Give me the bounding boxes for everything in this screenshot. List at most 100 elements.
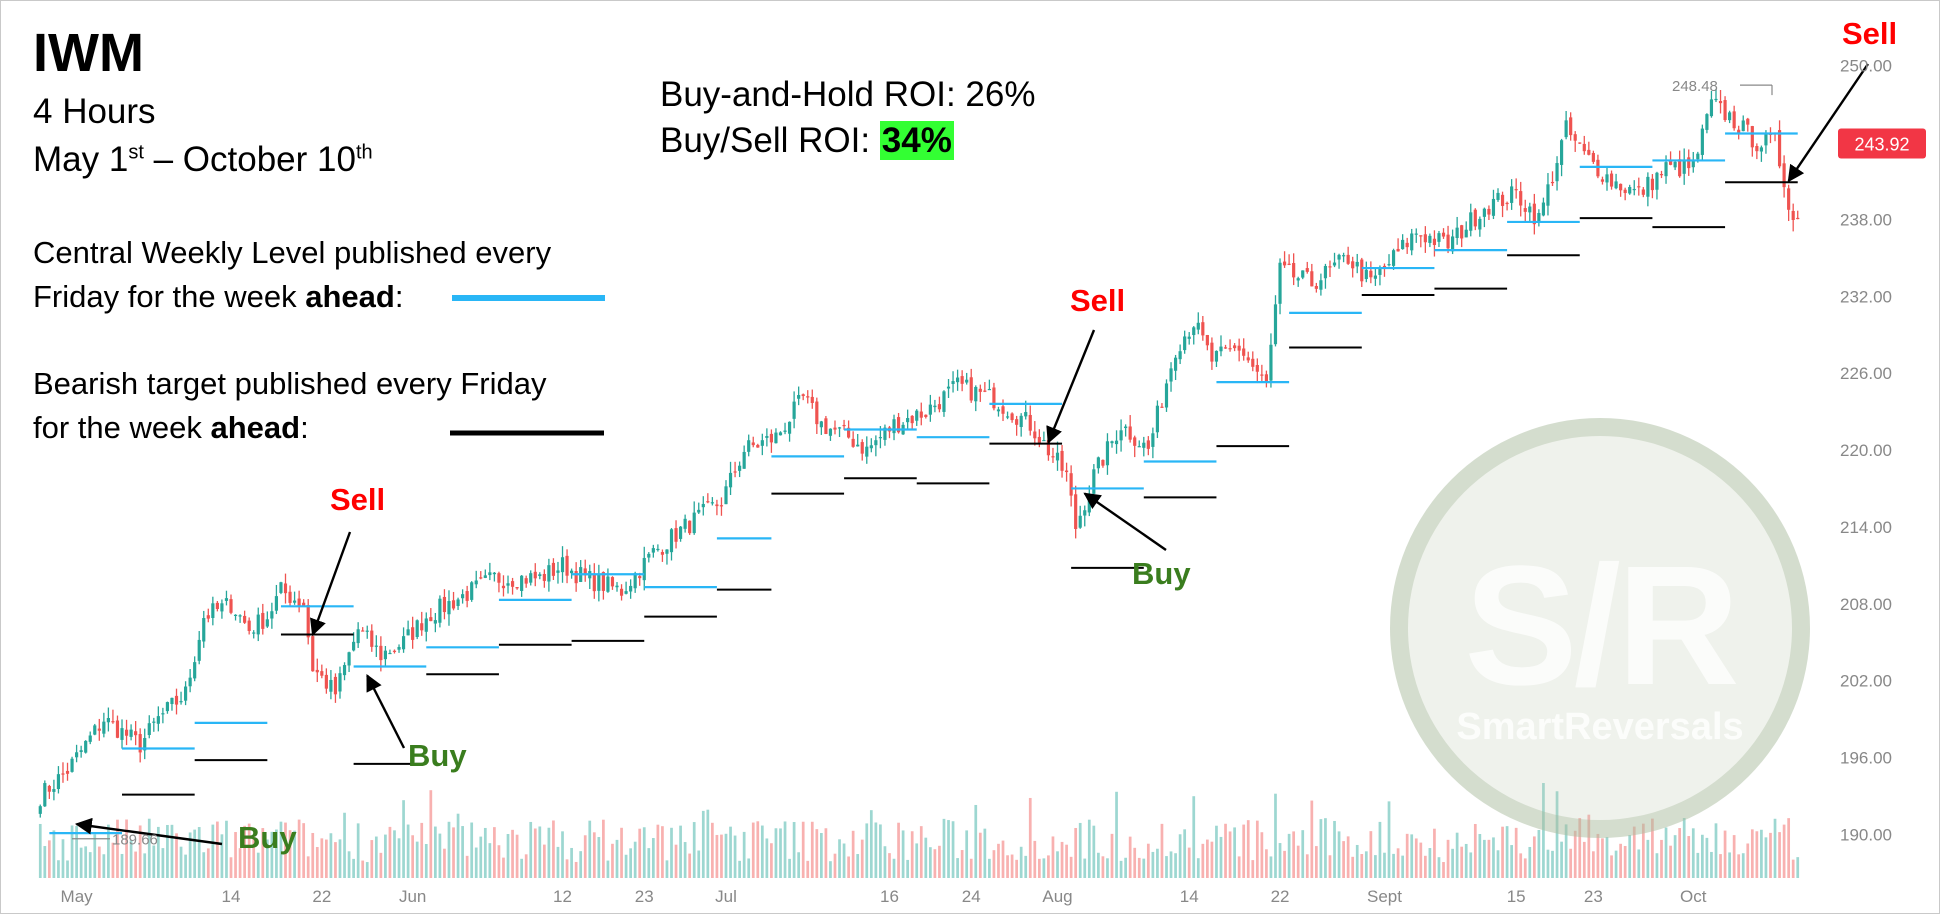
volume-bar xyxy=(52,830,56,878)
volume-bar xyxy=(202,852,206,878)
volume-bar xyxy=(788,858,791,878)
volume-bar xyxy=(947,820,950,878)
watermark-subtext: SmartReversals xyxy=(1456,706,1744,748)
price-axis: 190.00 196.00 202.00 208.00 214.00 220.00 226.… xyxy=(1840,57,1892,845)
candle xyxy=(156,706,160,732)
candle xyxy=(665,549,669,565)
volume-bar xyxy=(647,848,651,878)
volume-bar xyxy=(978,832,982,878)
legend-central-line2: Friday for the week ahead: xyxy=(33,275,551,319)
volume-bar xyxy=(1619,843,1622,878)
time-axis: May 14 22 Jun 12 23 Jul 16 24 Aug 14 22 Sept 15 23 Oct xyxy=(61,887,1707,906)
legend-bearish-pre: for the week xyxy=(33,410,211,445)
volume-bar xyxy=(506,834,510,878)
volume-bar xyxy=(143,853,147,878)
candle xyxy=(987,379,991,391)
volume-bar xyxy=(1037,858,1041,878)
candle xyxy=(1155,400,1160,439)
volume-bar xyxy=(334,842,337,878)
candle xyxy=(996,406,1001,417)
volume-bar xyxy=(751,822,755,878)
volume-bar xyxy=(1637,849,1641,878)
candle xyxy=(274,584,279,615)
candle xyxy=(415,619,419,640)
volume-bar xyxy=(374,836,378,878)
candle xyxy=(1146,436,1150,456)
candle xyxy=(1092,464,1096,495)
candle xyxy=(1668,151,1673,166)
volume-bar xyxy=(1219,836,1223,878)
candle xyxy=(828,428,833,441)
legend-lines xyxy=(450,295,605,436)
candle xyxy=(1001,399,1005,422)
volume-bar xyxy=(1505,826,1509,878)
volume-bar xyxy=(592,832,596,878)
candle xyxy=(438,595,442,628)
volume-bar xyxy=(1206,839,1209,878)
volume-bar xyxy=(179,846,183,878)
candle xyxy=(1619,183,1623,197)
candle xyxy=(1546,173,1550,216)
volume-bar xyxy=(138,825,142,878)
volume-bar xyxy=(847,856,850,878)
candle xyxy=(1192,326,1196,345)
candle xyxy=(392,649,397,654)
volume-bar xyxy=(474,847,478,878)
volume-bar xyxy=(597,837,601,878)
volume-bar xyxy=(1006,855,1009,878)
volume-bar xyxy=(443,848,446,878)
candle xyxy=(692,501,696,535)
volume-bar xyxy=(860,839,864,878)
volume-bar xyxy=(888,853,891,878)
candle xyxy=(647,552,651,563)
candle xyxy=(1219,335,1223,357)
volume-bar xyxy=(438,833,442,878)
candle xyxy=(238,614,242,623)
volume-bar xyxy=(197,827,201,878)
volume-bar xyxy=(815,829,819,878)
volume-bar xyxy=(1183,829,1187,878)
candle xyxy=(138,728,142,763)
volume-bar xyxy=(897,822,900,878)
candle xyxy=(1646,172,1650,207)
candle xyxy=(1637,177,1641,196)
volume-bar xyxy=(102,854,106,878)
candle xyxy=(1587,141,1591,156)
volume-bar xyxy=(93,834,97,878)
candle xyxy=(1391,248,1396,270)
volume-bar xyxy=(1001,840,1005,878)
candle xyxy=(842,419,846,430)
volume-bar xyxy=(733,835,737,878)
volume-bar xyxy=(624,854,628,878)
candle xyxy=(1410,228,1414,256)
date-start-suffix: st xyxy=(128,141,144,164)
candle xyxy=(174,688,179,715)
volume-bar xyxy=(356,823,360,878)
candle xyxy=(247,617,251,635)
volume-bar xyxy=(488,843,492,878)
volume-bar xyxy=(1732,835,1736,878)
candle xyxy=(61,762,65,783)
volume-bar xyxy=(556,846,560,878)
candle xyxy=(1110,440,1114,448)
candle xyxy=(833,420,837,435)
volume-bar xyxy=(361,860,365,878)
candle xyxy=(1791,203,1795,232)
candle xyxy=(1078,505,1082,529)
volume-bar xyxy=(1101,856,1105,878)
volume-bar xyxy=(429,790,433,878)
candle xyxy=(84,740,88,754)
volume-bar xyxy=(61,839,65,878)
buy-hold-roi: Buy-and-Hold ROI: 26% xyxy=(660,75,1036,114)
candle xyxy=(815,397,819,434)
volume-bar xyxy=(252,836,256,878)
candle xyxy=(342,662,347,681)
candle xyxy=(1205,334,1209,351)
volume-bar xyxy=(983,828,987,878)
volume-bar xyxy=(329,833,333,878)
volume-bar xyxy=(688,853,692,878)
candle xyxy=(361,627,365,632)
volume-bar xyxy=(256,852,260,878)
volume-bar xyxy=(1028,797,1032,878)
volume-bar xyxy=(1437,857,1441,878)
